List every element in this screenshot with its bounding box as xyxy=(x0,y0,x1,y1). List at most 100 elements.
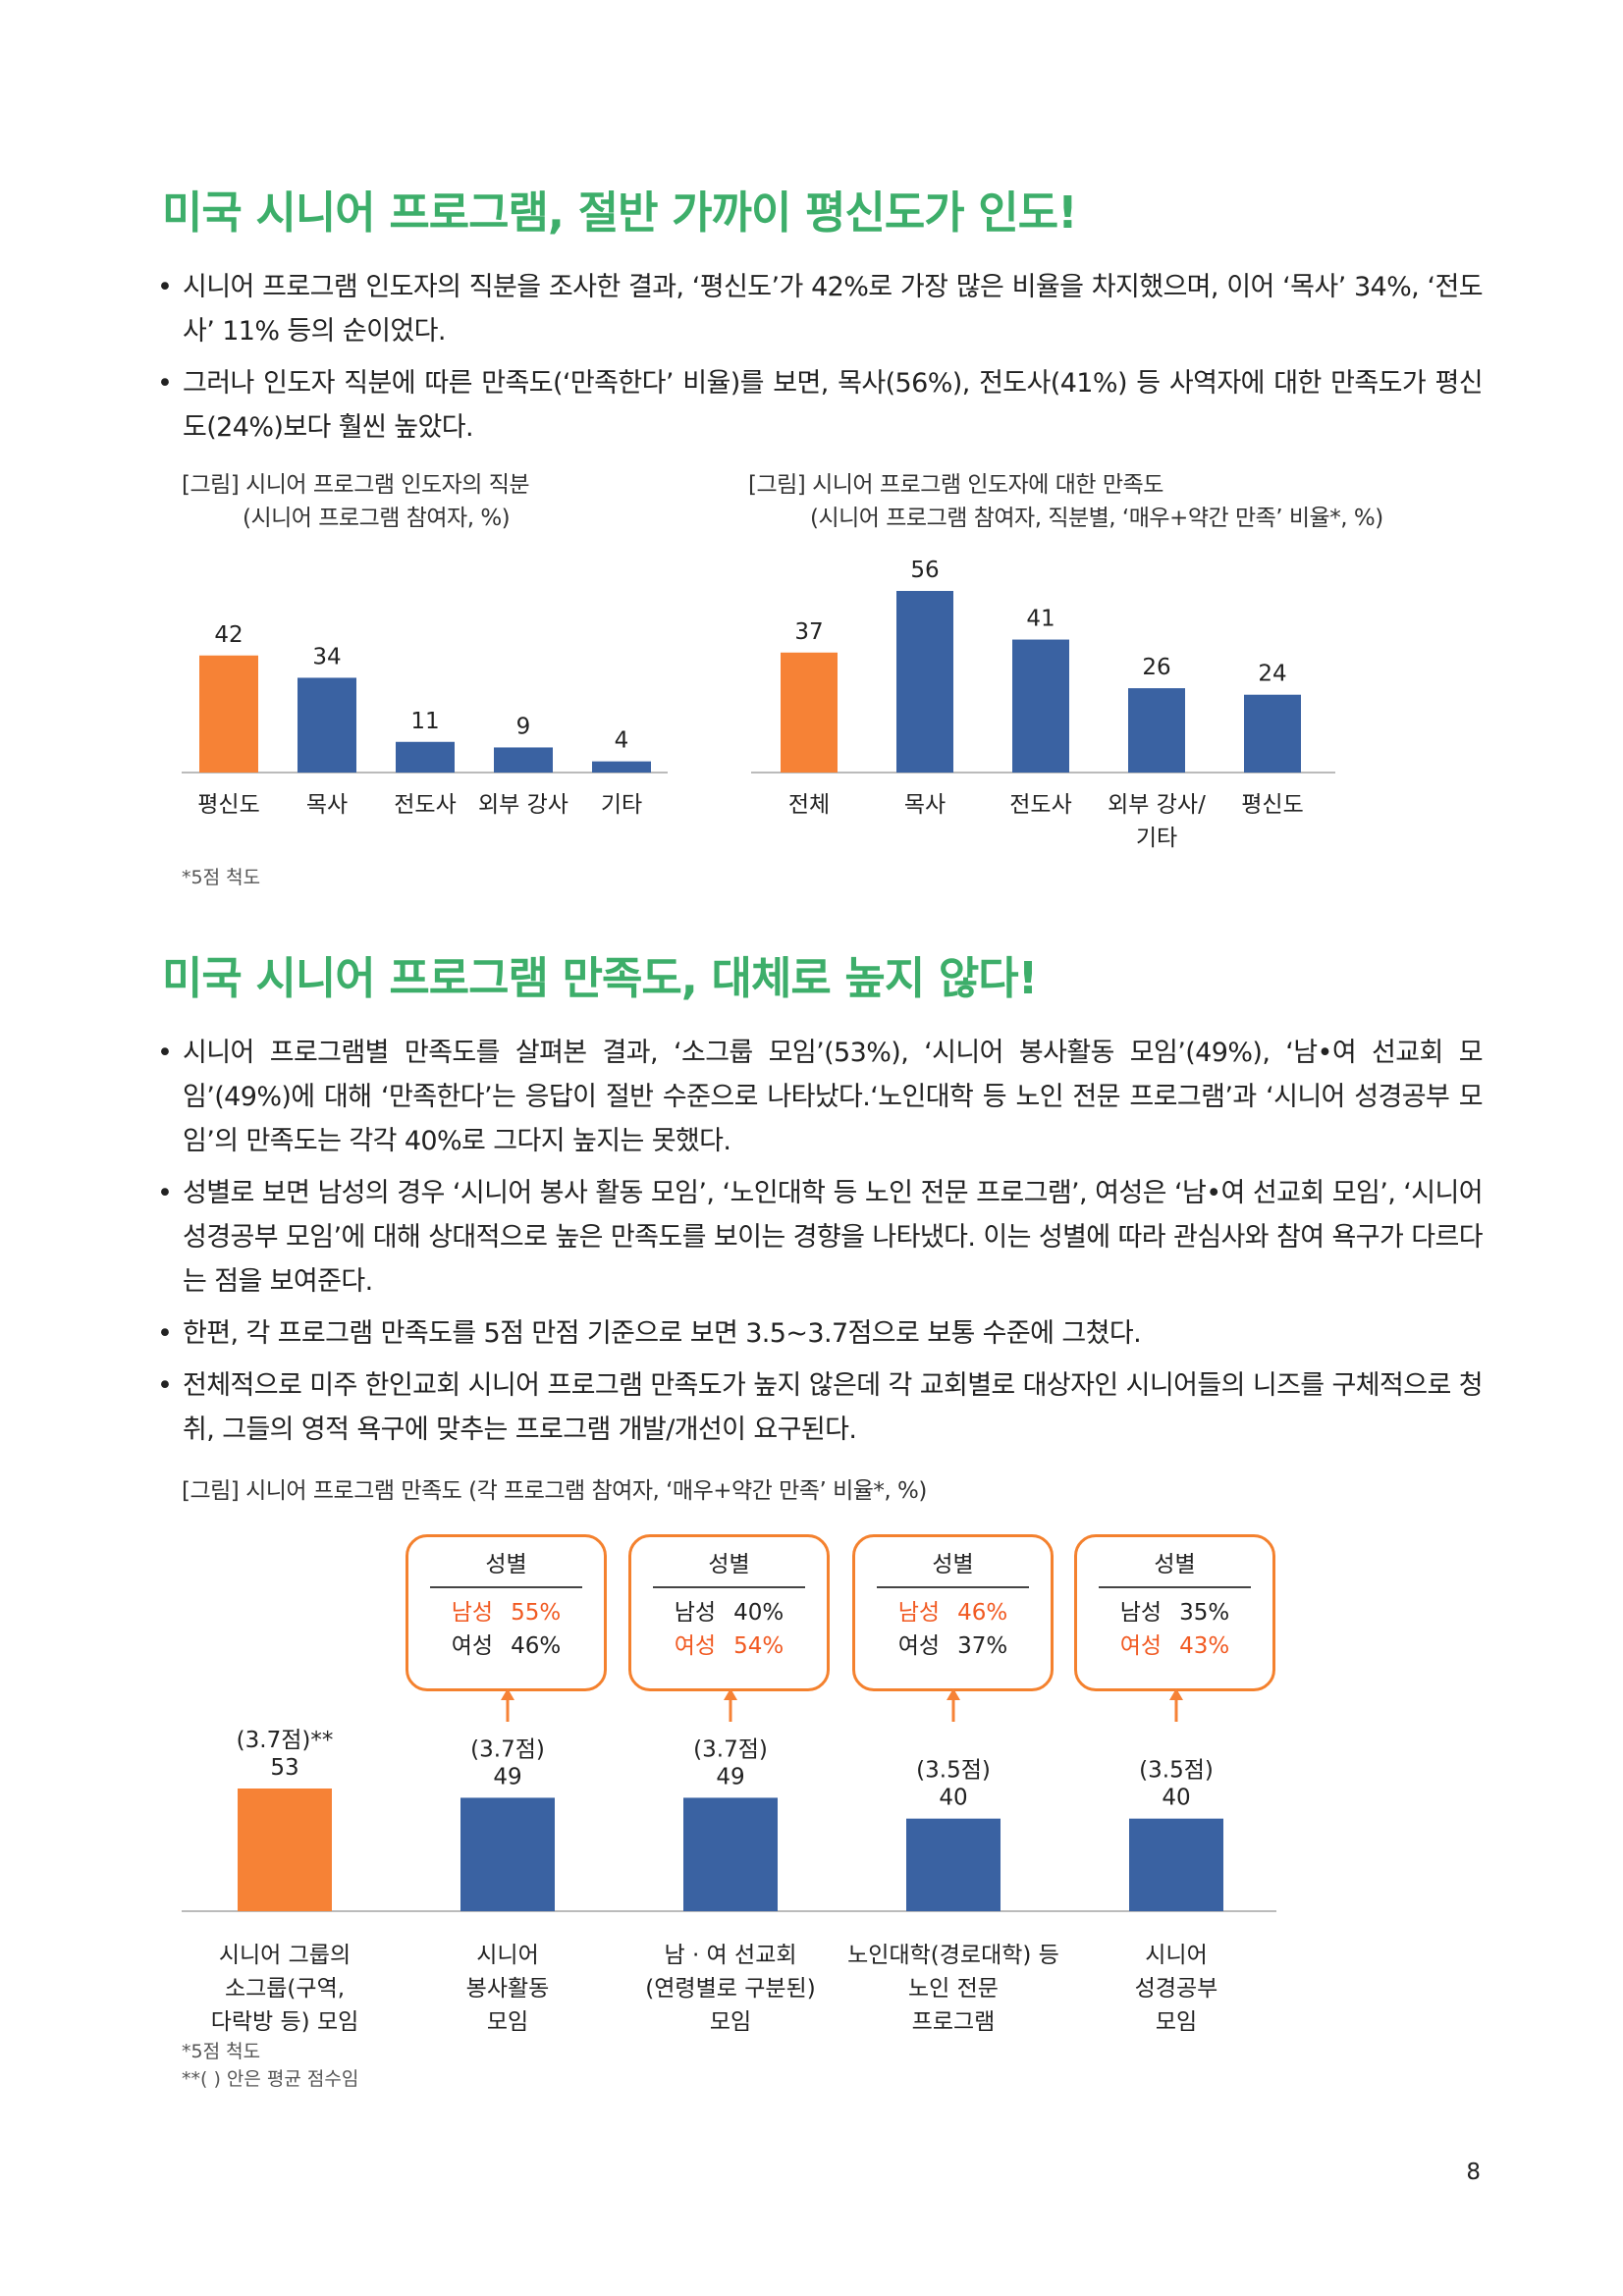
score-label: (3.7점) xyxy=(693,1736,768,1762)
gender-box: 성별 남성 40% 여성 54% xyxy=(628,1534,830,1691)
category-label: 봉사활동 xyxy=(466,1976,550,2002)
chart2-caption-title: [그림] 시니어 프로그램 인도자에 대한 만족도 xyxy=(748,472,1163,498)
gender-box-divider xyxy=(1099,1586,1251,1588)
chart2-caption-subtitle: (시니어 프로그램 참여자, 직분별, ‘매우+약간 만족’ 비율*, %) xyxy=(810,506,1383,531)
category-label: 성경공부 xyxy=(1135,1976,1218,2002)
female-value: 37% xyxy=(957,1633,1008,1659)
bar xyxy=(460,1797,555,1911)
data-label: 49 xyxy=(493,1764,521,1789)
bullet-item: 시니어 프로그램별 만족도를 살펴본 결과, ‘소그룹 모임’(53%), ‘시… xyxy=(157,1031,1484,1163)
data-label: 24 xyxy=(1258,662,1286,687)
data-label: 26 xyxy=(1142,655,1170,680)
male-label: 남성 xyxy=(674,1600,717,1626)
section1-title: 미국 시니어 프로그램, 절반 가까이 평신도가 인도! xyxy=(162,187,1078,239)
bar xyxy=(896,591,953,773)
category-label: 기타 xyxy=(601,792,642,818)
data-label: 42 xyxy=(214,622,243,648)
page-number: 8 xyxy=(1466,2160,1481,2185)
category-label: 시니어 xyxy=(1145,1943,1207,1968)
female-label: 여성 xyxy=(451,1633,494,1659)
category-label: 전체 xyxy=(788,792,830,818)
chart2-marks: 37 전체 56 목사 41 전도사 26 외부 강사/기타 24 평신도 xyxy=(781,558,1304,851)
score-label: (3.7점) xyxy=(470,1736,545,1762)
bar xyxy=(781,652,838,773)
section1-note: *5점 척도 xyxy=(182,867,261,888)
gender-box-title: 성별 xyxy=(708,1552,750,1577)
male-label: 남성 xyxy=(451,1600,494,1626)
category-label: 모임 xyxy=(1156,2009,1197,2035)
data-label: 40 xyxy=(1162,1786,1190,1811)
data-label: 11 xyxy=(410,709,439,734)
arrow-head-icon xyxy=(501,1688,514,1700)
gender-box-title: 성별 xyxy=(485,1552,527,1577)
bar xyxy=(396,741,455,773)
gender-box-divider xyxy=(653,1586,805,1588)
gender-row-female: 여성 43% xyxy=(1077,1629,1272,1663)
male-value: 40% xyxy=(733,1600,784,1626)
gender-row-male: 남성 55% xyxy=(408,1596,604,1629)
section2-title: 미국 시니어 프로그램 만족도, 대체로 높지 않다! xyxy=(162,952,1038,1004)
data-label: 9 xyxy=(516,714,531,739)
bullet-item: 전체적으로 미주 한인교회 시니어 프로그램 만족도가 높지 않은데 각 교회별… xyxy=(157,1363,1484,1452)
gender-row-male: 남성 46% xyxy=(855,1596,1051,1629)
gender-box-divider xyxy=(877,1586,1029,1588)
bar xyxy=(592,761,651,773)
gender-box-title: 성별 xyxy=(1154,1552,1196,1577)
category-label: 노인대학(경로대학) 등 xyxy=(847,1943,1059,1968)
bar xyxy=(1244,694,1301,773)
gender-row-male: 남성 35% xyxy=(1077,1596,1272,1629)
bullet-item: 그러나 인도자 직분에 따른 만족도(‘만족한다’ 비율)를 보면, 목사(56… xyxy=(157,361,1484,450)
category-label: 외부 강사 xyxy=(478,792,568,818)
arrow-head-icon xyxy=(1169,1688,1183,1700)
category-label: 목사 xyxy=(904,792,946,818)
bar xyxy=(238,1789,332,1911)
chart1-svg: 42 평신도 34 목사 11 전도사 9 외부 강사 4 기타 xyxy=(182,622,668,818)
section2-note-1: *5점 척도 xyxy=(182,2041,261,2062)
bar xyxy=(1129,1818,1223,1911)
arrow-head-icon xyxy=(947,1688,960,1700)
gender-box-divider xyxy=(430,1586,582,1588)
section1-bullets: 시니어 프로그램 인도자의 직분을 조사한 결과, ‘평신도’가 42%로 가장… xyxy=(157,265,1484,457)
bullet-item: 한편, 각 프로그램 만족도를 5점 만점 기준으로 보면 3.5~3.7점으로… xyxy=(157,1311,1483,1356)
male-label: 남성 xyxy=(897,1600,941,1626)
section2-bullets: 시니어 프로그램별 만족도를 살펴본 결과, ‘소그룹 모임’(53%), ‘시… xyxy=(157,1031,1484,1460)
bar xyxy=(494,747,553,773)
category-label: 시니어 그룹의 xyxy=(219,1943,351,1968)
category-label: 기타 xyxy=(1136,826,1177,851)
category-label: 평신도 xyxy=(1241,792,1303,818)
chart1-caption-subtitle: (시니어 프로그램 참여자, %) xyxy=(243,506,511,531)
chart3-caption: [그림] 시니어 프로그램 만족도 (각 프로그램 참여자, ‘매우+약간 만족… xyxy=(182,1478,927,1504)
category-label: 다락방 등) 모임 xyxy=(211,2009,359,2035)
data-label: 37 xyxy=(794,619,823,645)
male-label: 남성 xyxy=(1119,1600,1163,1626)
male-value: 35% xyxy=(1179,1600,1230,1626)
section2-note-2: **( ) 안은 평균 점수임 xyxy=(182,2068,359,2090)
bar xyxy=(1012,639,1069,773)
category-label: 목사 xyxy=(306,792,348,818)
gender-row-male: 남성 40% xyxy=(631,1596,827,1629)
male-value: 55% xyxy=(511,1600,562,1626)
data-label: 34 xyxy=(312,644,341,669)
category-label: 평신도 xyxy=(197,792,259,818)
category-label: 전도사 xyxy=(394,792,456,818)
male-value: 46% xyxy=(957,1600,1008,1626)
gender-row-female: 여성 46% xyxy=(408,1629,604,1663)
category-label: 노인 전문 xyxy=(908,1976,999,2002)
data-label: 53 xyxy=(270,1755,298,1781)
chart1-caption-title: [그림] 시니어 프로그램 인도자의 직분 xyxy=(182,472,530,498)
female-value: 43% xyxy=(1179,1633,1230,1659)
category-label: 모임 xyxy=(710,2009,751,2035)
chart3-arrows xyxy=(501,1688,1183,1722)
data-label: 41 xyxy=(1026,607,1055,632)
gender-box: 성별 남성 46% 여성 37% xyxy=(852,1534,1054,1691)
bar xyxy=(199,655,258,773)
gender-row-female: 여성 37% xyxy=(855,1629,1051,1663)
category-label: 외부 강사/ xyxy=(1108,792,1206,818)
data-label: 56 xyxy=(910,558,939,583)
data-label: 4 xyxy=(615,728,629,754)
chart2-svg: 37 전체 56 목사 41 전도사 26 외부 강사/기타 24 평신도 xyxy=(751,558,1335,851)
female-value: 54% xyxy=(733,1633,784,1659)
bullet-item: 성별로 보면 남성의 경우 ‘시니어 봉사 활동 모임’, ‘노인대학 등 노인… xyxy=(157,1171,1484,1304)
female-label: 여성 xyxy=(1119,1633,1163,1659)
